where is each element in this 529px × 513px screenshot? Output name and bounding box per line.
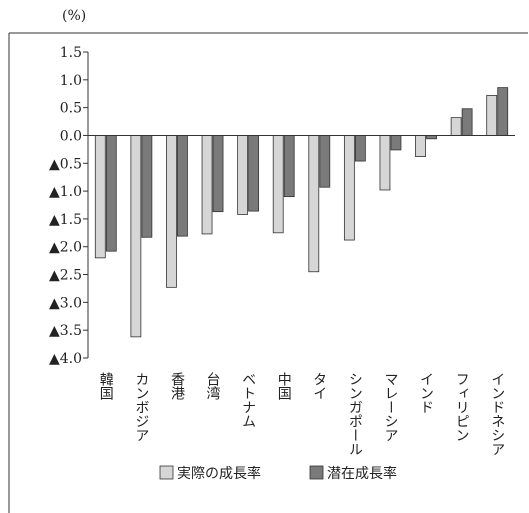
- category-label: フィリピン: [454, 372, 470, 442]
- bar-actual: [379, 135, 391, 191]
- bar-potential: [497, 87, 509, 136]
- category-label: タイ: [311, 372, 327, 400]
- bar-actual: [94, 135, 106, 259]
- category-label: インドネシア: [489, 372, 505, 456]
- bar-potential: [390, 135, 402, 151]
- category-label: 香港: [169, 372, 185, 400]
- bars: [94, 87, 509, 338]
- bar-potential: [354, 135, 366, 162]
- y-tick-label: 1.5: [60, 45, 82, 61]
- bar-actual: [130, 135, 142, 338]
- y-tick-label: 0.0: [60, 128, 82, 144]
- y-axis: 1.5 1.0 0.5 0.0 ▲0.5 ▲1.0 ▲1.5 ▲2.0 ▲2.5 ▲3.0 ▲3.5…: [49, 45, 88, 367]
- bar-actual: [450, 117, 462, 136]
- y-tick-label: ▲3.5: [49, 323, 82, 339]
- bar-potential: [283, 135, 295, 198]
- bar-potential: [177, 135, 188, 237]
- category-label: ベトナム: [240, 372, 256, 428]
- bar-potential: [461, 108, 473, 136]
- bar-actual: [201, 135, 213, 235]
- bar-actual: [415, 135, 426, 157]
- y-tick-label: ▲2.5: [49, 268, 82, 284]
- category-label: インド: [418, 372, 434, 414]
- legend: 実際の成長率 潜在成長率: [159, 465, 397, 482]
- category-label: 韓国: [98, 372, 114, 400]
- y-tick-label: ▲0.5: [49, 156, 82, 172]
- legend-label: 実際の成長率: [177, 465, 261, 482]
- bar-actual: [237, 135, 249, 215]
- bar-actual: [166, 135, 177, 288]
- category-label: 台湾: [205, 372, 221, 400]
- category-label: カンボジア: [133, 372, 149, 442]
- bar-actual: [272, 135, 284, 234]
- legend-swatch: [309, 465, 324, 480]
- y-tick-label: ▲2.0: [49, 240, 82, 256]
- bar-potential: [319, 135, 331, 188]
- bar-potential: [248, 135, 260, 212]
- y-unit-label: (%): [62, 8, 86, 24]
- category-label: シンガポール: [347, 372, 363, 456]
- legend-label: 潜在成長率: [327, 465, 397, 482]
- bar-potential: [141, 135, 153, 238]
- bar-potential: [212, 135, 224, 213]
- legend-swatch: [159, 465, 174, 480]
- y-tick-label: ▲1.5: [49, 212, 82, 228]
- y-tick-label: ▲3.0: [49, 295, 82, 311]
- bar-potential: [105, 135, 117, 252]
- category-label: マレーシア: [382, 372, 398, 442]
- bar-actual: [308, 135, 320, 273]
- bar-actual: [343, 135, 355, 241]
- bar-actual: [486, 94, 498, 136]
- x-axis-labels: 韓国 カンボジア 香港 台湾 ベトナム 中国 タイ シンガポール マレーシア インド フィリピン イン…: [98, 372, 505, 456]
- y-tick-label: 1.0: [60, 73, 82, 89]
- y-tick-label: ▲1.0: [49, 184, 82, 200]
- y-tick-label: ▲4.0: [49, 351, 82, 367]
- category-label: 中国: [276, 372, 292, 400]
- y-tick-label: 0.5: [60, 101, 82, 117]
- bar-potential: [426, 135, 437, 140]
